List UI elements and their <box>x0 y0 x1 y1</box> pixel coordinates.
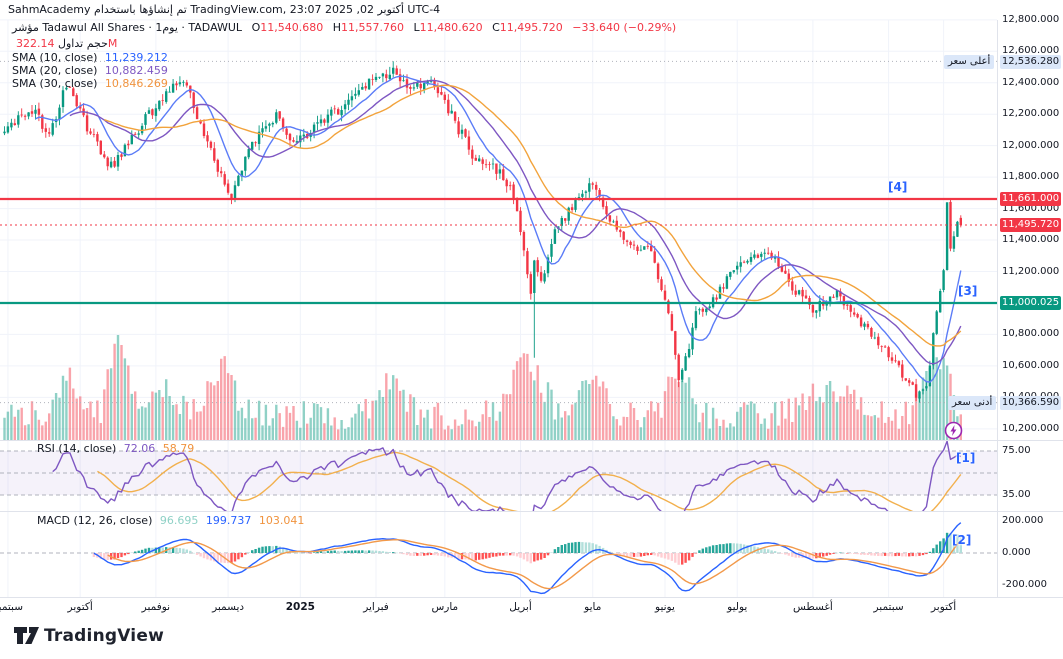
sma30-value: 10,846.269 <box>104 77 168 90</box>
price-tick-label: 12,000.000 <box>1002 139 1060 151</box>
rsi-label[interactable]: RSI (14, close) <box>37 442 117 455</box>
price-tick-label: 11,400.000 <box>1002 234 1060 246</box>
macd-legend[interactable]: MACD (12, 26, close) 96.695 199.737 103.… <box>37 514 304 527</box>
time-axis-label: 2025 <box>285 601 315 613</box>
macd-tick-label: 0.000 <box>1002 547 1031 558</box>
sma20-value: 10,882.459 <box>104 64 168 77</box>
macd-signal-value: 103.041 <box>258 514 305 527</box>
price-tick-label: 11,800.000 <box>1002 171 1060 183</box>
pane-separators <box>0 20 1063 598</box>
price-tick-label: 10,800.000 <box>1002 328 1060 340</box>
time-axis-label: يونيو <box>655 601 675 613</box>
sma10-legend[interactable]: SMA (10, close) 11,239.212 <box>12 51 168 64</box>
macd-label[interactable]: MACD (12, 26, close) <box>37 514 153 527</box>
price-tick-label: 12,800.000 <box>1002 13 1060 25</box>
volume-legend[interactable]: حجم تداول 322.14M <box>12 37 117 50</box>
grid-layer <box>0 19 997 597</box>
price-tick-label: 11,600.000 <box>1002 202 1060 214</box>
time-axis-label: مايو <box>584 601 602 613</box>
lowest-price-axis-badge: 10,366.590 <box>1000 396 1061 410</box>
price-tick-label: 12,400.000 <box>1002 76 1060 88</box>
low-label: L <box>413 21 420 34</box>
high-value: 11,557.760 <box>341 21 404 34</box>
annotation-label-2[interactable]: [2] <box>952 533 972 547</box>
high-label: H <box>332 21 341 34</box>
highest-price-label: أعلى سعر <box>944 55 995 69</box>
macd-line-value: 199.737 <box>205 514 252 527</box>
rsi-ma-value: 58.79 <box>162 442 195 455</box>
price-tick-label: 10,200.000 <box>1002 422 1060 434</box>
flash-marker-icon[interactable] <box>944 421 963 440</box>
last-price-axis-badge: 11,495.720 <box>1000 218 1061 232</box>
time-axis-label: فبراير <box>363 601 389 613</box>
macd-hist-value: 96.695 <box>159 514 199 527</box>
close-label: C <box>492 21 500 34</box>
tradingview-brand[interactable]: TradingView <box>44 626 164 646</box>
time-axis-label: أكتوبر <box>930 601 957 613</box>
support-axis-badge: 11,000.025 <box>1000 296 1061 310</box>
time-axis-label: نوفمبر <box>141 601 171 613</box>
price-tick-label: 12,600.000 <box>1002 45 1060 57</box>
macd-layer <box>92 522 962 595</box>
series-legend[interactable]: مؤشر Tadawul All Shares · 1يوم · TADAWUL… <box>12 21 676 34</box>
lowest-price-label: أدنى سعر <box>948 396 997 410</box>
candles-layer <box>3 61 963 403</box>
close-value: 11,495.720 <box>499 21 563 34</box>
time-axis-label: مارس <box>431 601 459 613</box>
volume-label[interactable]: حجم تداول <box>58 37 108 50</box>
open-value: 11,540.680 <box>260 21 324 34</box>
indicator-guides <box>0 450 997 554</box>
price-tick-label: 12,200.000 <box>1002 108 1060 120</box>
sma30-legend[interactable]: SMA (30, close) 10,846.269 <box>12 77 168 90</box>
time-axis-label: ديسمبر <box>212 601 245 613</box>
sma30-label[interactable]: SMA (30, close) <box>12 77 98 90</box>
sma20-legend[interactable]: SMA (20, close) 10,882.459 <box>12 64 168 77</box>
rsi-tick-label: 35.00 <box>1002 489 1031 500</box>
sma-layer <box>35 75 962 383</box>
highest-price-axis-badge: 12,536.280 <box>1000 55 1061 69</box>
sma10-value: 11,239.212 <box>104 51 168 64</box>
series-title[interactable]: مؤشر Tadawul All Shares · 1يوم · TADAWUL <box>12 21 243 34</box>
tradingview-logo-icon[interactable] <box>13 625 40 649</box>
macd-tick-label: -200.000 <box>1002 579 1047 590</box>
change-value: −33.640 (−0.29%) <box>572 21 677 34</box>
rsi-layer <box>52 441 962 511</box>
volume-value: 322.14M <box>16 37 118 50</box>
price-tick-label: 10,600.000 <box>1002 359 1060 371</box>
annotation-label-3[interactable]: [3] <box>958 284 978 298</box>
rsi-legend[interactable]: RSI (14, close) 72.06 58.79 <box>37 442 194 455</box>
time-axis-label: أغسطس <box>793 601 833 613</box>
resistance-axis-badge: 11,661.000 <box>1000 192 1061 206</box>
rsi-value: 72.06 <box>123 442 156 455</box>
sma20-label[interactable]: SMA (20, close) <box>12 64 98 77</box>
macd-tick-label: 200.000 <box>1002 515 1044 526</box>
time-axis-label: سبتمبر <box>873 601 904 613</box>
time-axis-label: سبتمبر <box>0 601 24 613</box>
volume-layer <box>3 335 963 440</box>
open-label: O <box>251 21 261 34</box>
level-lines <box>0 60 997 404</box>
time-axis-label: يوليو <box>727 601 748 613</box>
time-axis-label: أبريل <box>509 601 532 613</box>
sma10-label[interactable]: SMA (10, close) <box>12 51 98 64</box>
attribution-header: SahmAcademy تم إنشاؤها باستخدام TradingV… <box>8 3 441 16</box>
time-axis-label: أكتوبر <box>67 601 93 613</box>
annotation-label-4[interactable]: [4] <box>888 180 908 194</box>
low-value: 11,480.620 <box>419 21 483 34</box>
rsi-tick-label: 75.00 <box>1002 445 1031 456</box>
footer: TradingView <box>0 618 1063 659</box>
price-tick-label: 11,200.000 <box>1002 265 1060 277</box>
annotation-label-1[interactable]: [1] <box>956 451 976 465</box>
